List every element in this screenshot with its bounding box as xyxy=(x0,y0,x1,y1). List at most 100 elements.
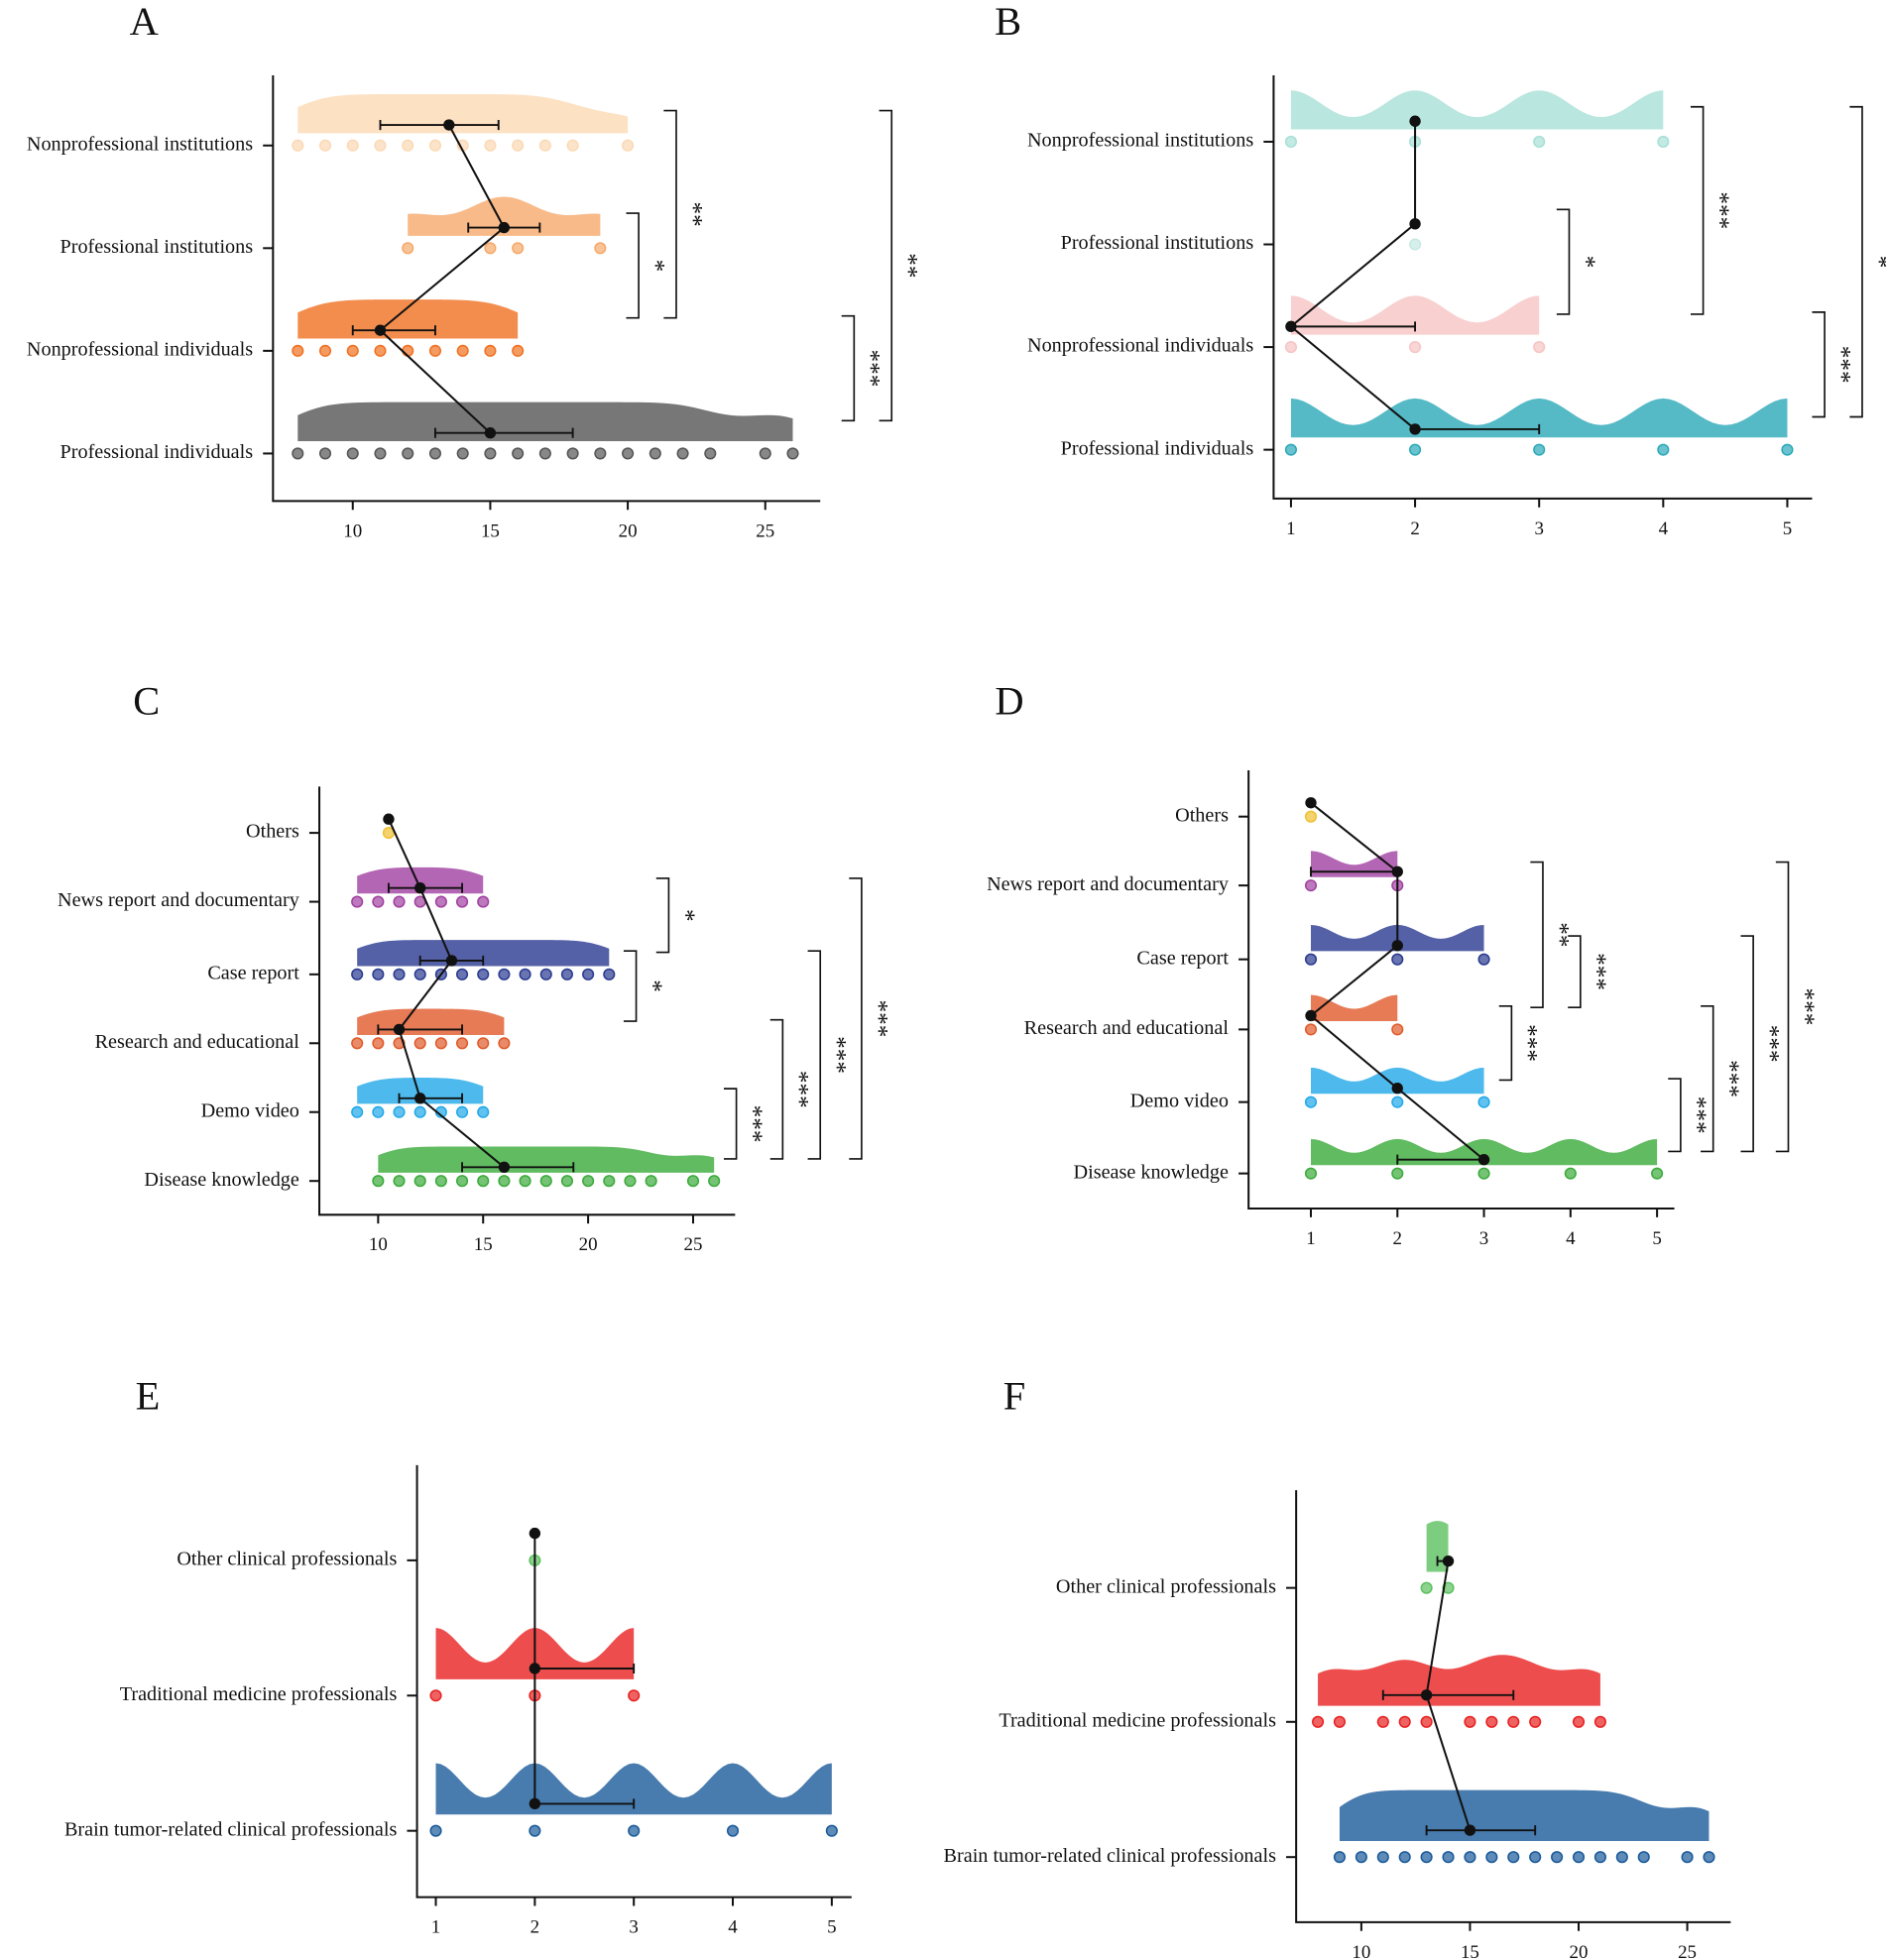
data-point xyxy=(318,344,332,357)
density-cloud xyxy=(297,402,793,442)
category-label: Brain tumor-related clinical professiona… xyxy=(64,1818,398,1840)
density-cloud xyxy=(1310,851,1398,877)
significance-bracket xyxy=(1556,208,1571,315)
mean-point xyxy=(1285,320,1297,333)
significance-label: *** xyxy=(1716,1060,1744,1097)
category-label: Case report xyxy=(1136,947,1229,969)
mean-point xyxy=(414,881,426,894)
category-label: News report and documentary xyxy=(58,889,300,911)
data-point xyxy=(1376,1851,1389,1864)
data-point xyxy=(1477,1167,1490,1180)
data-point xyxy=(1391,1023,1404,1036)
mean-point xyxy=(498,221,510,234)
data-point xyxy=(372,968,385,980)
data-point xyxy=(455,895,469,908)
significance-label: *** xyxy=(1584,953,1611,990)
data-point xyxy=(498,968,511,980)
data-point xyxy=(393,1105,406,1118)
significance-label: *** xyxy=(740,1105,767,1143)
mean-point xyxy=(374,324,387,336)
data-point xyxy=(538,447,551,460)
category-label: Professional institutions xyxy=(1061,232,1254,254)
data-point xyxy=(428,344,442,357)
significance-bracket xyxy=(663,109,677,319)
significance-bracket xyxy=(1701,1004,1714,1153)
x-tick-label: 10 xyxy=(343,520,362,541)
mean-point xyxy=(1477,1154,1490,1166)
data-point xyxy=(566,447,579,460)
data-point xyxy=(455,1175,469,1188)
significance-bracket xyxy=(723,1088,738,1160)
x-tick-label: 2 xyxy=(1410,519,1419,539)
data-point xyxy=(825,1824,838,1837)
x-tick-label: 25 xyxy=(684,1234,703,1255)
mean-point xyxy=(445,955,458,967)
data-point xyxy=(372,1175,385,1188)
data-point xyxy=(624,1175,637,1188)
x-tick-label: 4 xyxy=(728,1917,738,1938)
data-point xyxy=(1284,443,1297,456)
significance-bracket xyxy=(1690,105,1705,315)
data-point xyxy=(1593,1715,1606,1728)
error-bar xyxy=(1425,1825,1537,1836)
data-point xyxy=(1703,1851,1715,1864)
data-point xyxy=(1657,135,1670,149)
significance-bracket xyxy=(1530,861,1544,1008)
data-point xyxy=(1284,135,1297,149)
data-point xyxy=(434,1175,447,1188)
data-point xyxy=(1333,1851,1347,1864)
data-point xyxy=(434,895,447,908)
data-point xyxy=(434,1037,447,1050)
x-tick-label: 2 xyxy=(1393,1228,1402,1249)
data-point xyxy=(1572,1851,1586,1864)
x-tick-label: 4 xyxy=(1566,1228,1576,1249)
category-label: News report and documentary xyxy=(987,873,1230,895)
data-point xyxy=(1593,1851,1606,1864)
x-tick-label: 1 xyxy=(1286,519,1295,539)
significance-bracket xyxy=(849,877,863,1160)
significance-label: * xyxy=(672,909,700,922)
data-point xyxy=(708,1175,721,1188)
data-point xyxy=(1529,1851,1542,1864)
axis xyxy=(318,786,736,1216)
x-tick-label: 3 xyxy=(1479,1228,1488,1249)
x-tick-label: 1 xyxy=(1306,1228,1315,1249)
x-tick-label: 25 xyxy=(1678,1942,1697,1960)
data-point xyxy=(455,1105,469,1118)
data-point xyxy=(686,1175,700,1188)
category-label: Nonprofessional institutions xyxy=(1027,130,1253,152)
error-bar xyxy=(377,1024,464,1035)
category-label: Professional individuals xyxy=(60,441,254,463)
mean-point xyxy=(1464,1824,1476,1836)
data-point xyxy=(346,447,359,460)
data-point xyxy=(519,968,531,980)
data-point xyxy=(1464,1715,1476,1728)
data-point xyxy=(429,1824,442,1837)
data-point xyxy=(484,139,497,152)
x-tick-label: 5 xyxy=(1652,1228,1661,1249)
mean-point xyxy=(484,427,497,439)
data-point xyxy=(292,447,304,460)
data-point xyxy=(498,1037,511,1050)
data-point xyxy=(351,1037,364,1050)
panel-label: E xyxy=(136,1374,161,1419)
data-point xyxy=(456,447,469,460)
data-point xyxy=(374,139,387,152)
category-label: Nonprofessional individuals xyxy=(27,339,253,361)
panel-label: C xyxy=(133,679,160,724)
data-point xyxy=(346,139,359,152)
significance-label: * xyxy=(1865,256,1886,269)
data-point xyxy=(1312,1715,1325,1728)
significance-bracket xyxy=(1775,861,1790,1153)
data-point xyxy=(628,1824,641,1837)
data-point xyxy=(1398,1715,1411,1728)
x-tick-label: 5 xyxy=(1783,519,1792,539)
significance-label: *** xyxy=(1756,1025,1784,1063)
error-bar xyxy=(351,325,436,336)
error-bar xyxy=(398,1093,464,1103)
significance-bracket xyxy=(1568,935,1582,1008)
density-cloud xyxy=(1290,295,1540,335)
mean-point xyxy=(1305,1009,1317,1022)
mean-point xyxy=(1409,218,1421,230)
x-tick-label: 20 xyxy=(619,520,638,541)
